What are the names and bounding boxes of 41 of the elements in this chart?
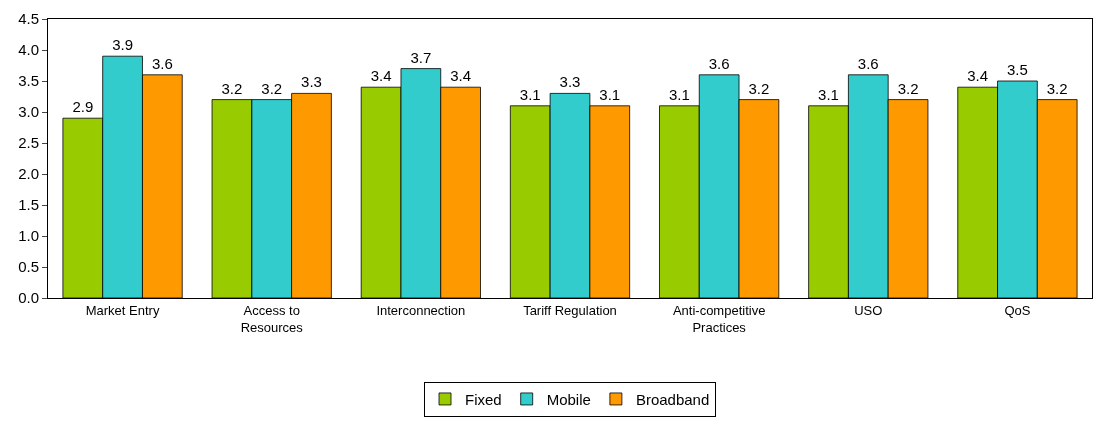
data-label: 3.4 (450, 67, 472, 85)
x-tick-label: Market Entry (85, 302, 160, 318)
data-label: 3.9 (112, 36, 133, 54)
data-label: 3.2 (897, 79, 919, 97)
data-label: 3.3 (559, 73, 581, 91)
x-tick-label: Tariff Regulation (523, 302, 617, 318)
data-label: 3.2 (748, 79, 770, 97)
data-label: 3.2 (221, 79, 243, 97)
data-label: 3.4 (967, 67, 989, 85)
data-label: 3.1 (599, 85, 621, 103)
data-label: 3.1 (668, 85, 690, 103)
data-label: 3.7 (410, 48, 432, 66)
text: 1.0 (18, 227, 39, 245)
data-label: 3.3 (301, 73, 322, 91)
text: 4.5 (18, 10, 39, 28)
text: 3.5 (18, 72, 39, 90)
data-label: 3.6 (151, 54, 173, 72)
data-label: 3.2 (261, 79, 283, 97)
text: 2.5 (18, 134, 39, 152)
data-label: 2.9 (72, 98, 94, 116)
text: 1.5 (18, 196, 39, 214)
x-tick-label: QoS (1004, 302, 1031, 318)
data-label: 3.6 (708, 54, 730, 72)
x-tick-label: USO (854, 302, 883, 318)
data-label: 3.4 (370, 67, 392, 85)
text: 0.0 (18, 289, 39, 307)
text: 3.0 (18, 103, 39, 121)
legend-label: Mobile (546, 390, 591, 408)
data-label: 3.5 (1007, 61, 1028, 78)
legend-label: Broadband (635, 390, 710, 408)
x-tick-label: Anti-competitive Practices (672, 302, 766, 335)
text: 0.5 (18, 258, 39, 276)
x-tick-label: Access to Resources (240, 302, 304, 335)
data-label: 3.1 (519, 85, 541, 103)
text: 2.0 (18, 165, 39, 183)
data-label: 3.6 (857, 54, 879, 72)
x-tick-label: Interconnection (376, 302, 466, 318)
text: 4.0 (18, 41, 39, 59)
data-label: 3.2 (1046, 79, 1068, 97)
legend-label: Fixed (465, 390, 502, 408)
data-label: 3.1 (818, 85, 839, 103)
